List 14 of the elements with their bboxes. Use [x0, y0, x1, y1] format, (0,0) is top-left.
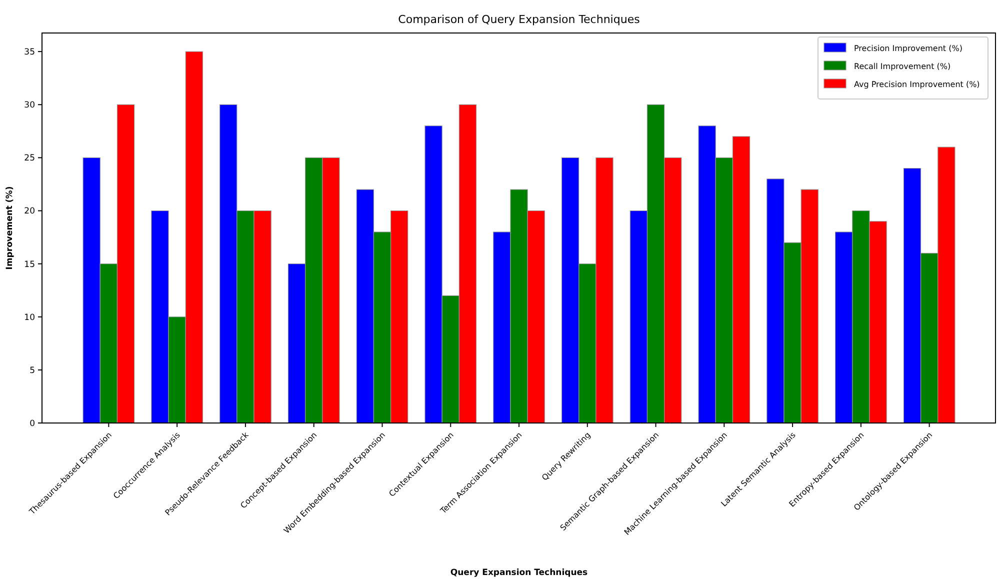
x-axis-title: Query Expansion Techniques [450, 568, 588, 578]
y-tick-label: 10 [24, 312, 35, 323]
legend-label: Recall Improvement (%) [854, 62, 951, 71]
y-tick-label: 25 [24, 154, 35, 164]
y-tick-label: 20 [24, 206, 35, 217]
legend-label: Precision Improvement (%) [854, 44, 962, 53]
y-tick-label: 35 [24, 48, 35, 58]
y-tick-label: 5 [30, 366, 35, 376]
chart-title: Comparison of Query Expansion Techniques [398, 13, 640, 26]
y-tick-label: 15 [24, 260, 35, 270]
y-axis-title: Improvement (%) [5, 186, 15, 270]
y-tick-label: 30 [24, 100, 35, 111]
y-tick-label: 0 [30, 418, 35, 429]
legend-label: Avg Precision Improvement (%) [854, 80, 980, 89]
